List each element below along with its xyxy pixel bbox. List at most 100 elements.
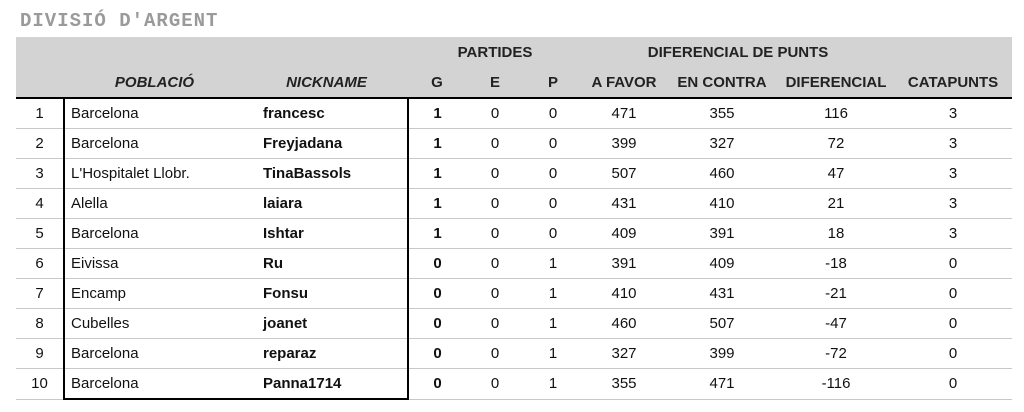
g-cell: 1 [408, 98, 466, 129]
standings-table: PARTIDES DIFERENCIAL DE PUNTS POBLACIÓ N… [16, 37, 1013, 400]
header-diferencial: DIFERENCIAL [778, 67, 895, 99]
catapunts-cell: 3 [894, 188, 1013, 219]
catapunts-cell: 3 [894, 218, 1013, 249]
g-cell: 1 [408, 158, 466, 189]
a-favor-cell: 431 [582, 188, 667, 219]
diferencial-cell: 116 [778, 98, 895, 129]
catapunts-cell: 3 [894, 158, 1013, 189]
en-contra-cell: 391 [666, 218, 779, 249]
pos-cell: 9 [16, 338, 64, 369]
pos-cell: 8 [16, 308, 64, 339]
pos-cell: 10 [16, 368, 64, 400]
nickname-cell: laiara [245, 188, 409, 219]
header-column-row: POBLACIÓ NICKNAME G E P A FAVOR EN CONTR… [16, 67, 1013, 99]
p-cell: 0 [524, 128, 583, 159]
catapunts-cell: 3 [894, 128, 1013, 159]
p-cell: 1 [524, 308, 583, 339]
a-favor-cell: 410 [582, 278, 667, 309]
poblacio-cell: Barcelona [63, 128, 245, 159]
header-catapunts: CATAPUNTS [894, 67, 1013, 99]
table-row: 5 Barcelona Ishtar 1 0 0 409 391 18 3 [16, 218, 1013, 249]
poblacio-cell: Barcelona [63, 338, 245, 369]
header-nickname: NICKNAME [245, 67, 408, 99]
catapunts-cell: 0 [894, 338, 1013, 369]
header-a-favor: A FAVOR [582, 67, 667, 99]
a-favor-cell: 327 [582, 338, 667, 369]
pos-cell: 7 [16, 278, 64, 309]
en-contra-cell: 409 [666, 248, 779, 279]
pos-cell: 5 [16, 218, 64, 249]
e-cell: 0 [466, 158, 524, 189]
catapunts-cell: 0 [894, 248, 1013, 279]
g-cell: 0 [408, 338, 466, 369]
p-cell: 1 [524, 368, 583, 400]
poblacio-cell: Cubelles [63, 308, 245, 339]
header-group-spacer [16, 37, 408, 67]
header-pos [16, 67, 64, 99]
a-favor-cell: 409 [582, 218, 667, 249]
poblacio-cell: Barcelona [63, 98, 245, 129]
a-favor-cell: 471 [582, 98, 667, 129]
diferencial-cell: -21 [778, 278, 895, 309]
g-cell: 0 [408, 308, 466, 339]
diferencial-cell: 21 [778, 188, 895, 219]
poblacio-cell: Eivissa [63, 248, 245, 279]
e-cell: 0 [466, 278, 524, 309]
table-row: 3 L'Hospitalet Llobr. TinaBassols 1 0 0 507 460… [16, 158, 1013, 189]
standings-body: 1 Barcelona francesc 1 0 0 471 355 116 3 2 Barcelon… [16, 98, 1013, 400]
en-contra-cell: 327 [666, 128, 779, 159]
table-row: 1 Barcelona francesc 1 0 0 471 355 116 3 [16, 98, 1013, 129]
pos-cell: 6 [16, 248, 64, 279]
en-contra-cell: 431 [666, 278, 779, 309]
diferencial-cell: -72 [778, 338, 895, 369]
pos-cell: 3 [16, 158, 64, 189]
poblacio-cell: L'Hospitalet Llobr. [63, 158, 245, 189]
table-row: 7 Encamp Fonsu 0 0 1 410 431 -21 0 [16, 278, 1013, 309]
diferencial-cell: -47 [778, 308, 895, 339]
p-cell: 0 [524, 218, 583, 249]
g-cell: 1 [408, 218, 466, 249]
en-contra-cell: 507 [666, 308, 779, 339]
nickname-cell: joanet [245, 308, 409, 339]
diferencial-cell: 47 [778, 158, 895, 189]
a-favor-cell: 355 [582, 368, 667, 400]
e-cell: 0 [466, 308, 524, 339]
g-cell: 1 [408, 128, 466, 159]
e-cell: 0 [466, 188, 524, 219]
nickname-cell: TinaBassols [245, 158, 409, 189]
header-group-spacer-right [894, 37, 1013, 67]
e-cell: 0 [466, 368, 524, 400]
nickname-cell: Panna1714 [245, 368, 409, 400]
poblacio-cell: Encamp [63, 278, 245, 309]
p-cell: 0 [524, 98, 583, 129]
nickname-cell: Ishtar [245, 218, 409, 249]
nickname-cell: reparaz [245, 338, 409, 369]
a-favor-cell: 391 [582, 248, 667, 279]
e-cell: 0 [466, 338, 524, 369]
p-cell: 1 [524, 248, 583, 279]
table-row: 2 Barcelona Freyjadana 1 0 0 399 327 72 3 [16, 128, 1013, 159]
diferencial-cell: 18 [778, 218, 895, 249]
poblacio-cell: Barcelona [63, 368, 245, 400]
header-p: P [524, 67, 583, 99]
en-contra-cell: 355 [666, 98, 779, 129]
en-contra-cell: 399 [666, 338, 779, 369]
catapunts-cell: 0 [894, 368, 1013, 400]
nickname-cell: Fonsu [245, 278, 409, 309]
g-cell: 0 [408, 368, 466, 400]
p-cell: 0 [524, 158, 583, 189]
table-row: 6 Eivissa Ru 0 0 1 391 409 -18 0 [16, 248, 1013, 279]
e-cell: 0 [466, 248, 524, 279]
catapunts-cell: 0 [894, 278, 1013, 309]
header-e: E [466, 67, 524, 99]
p-cell: 1 [524, 278, 583, 309]
nickname-cell: Freyjadana [245, 128, 409, 159]
nickname-cell: Ru [245, 248, 409, 279]
table-row: 10 Barcelona Panna1714 0 0 1 355 471 -116 0 [16, 368, 1013, 400]
e-cell: 0 [466, 218, 524, 249]
catapunts-cell: 0 [894, 308, 1013, 339]
header-group-partides: PARTIDES [408, 37, 583, 67]
catapunts-cell: 3 [894, 98, 1013, 129]
header-g: G [408, 67, 466, 99]
pos-cell: 2 [16, 128, 64, 159]
